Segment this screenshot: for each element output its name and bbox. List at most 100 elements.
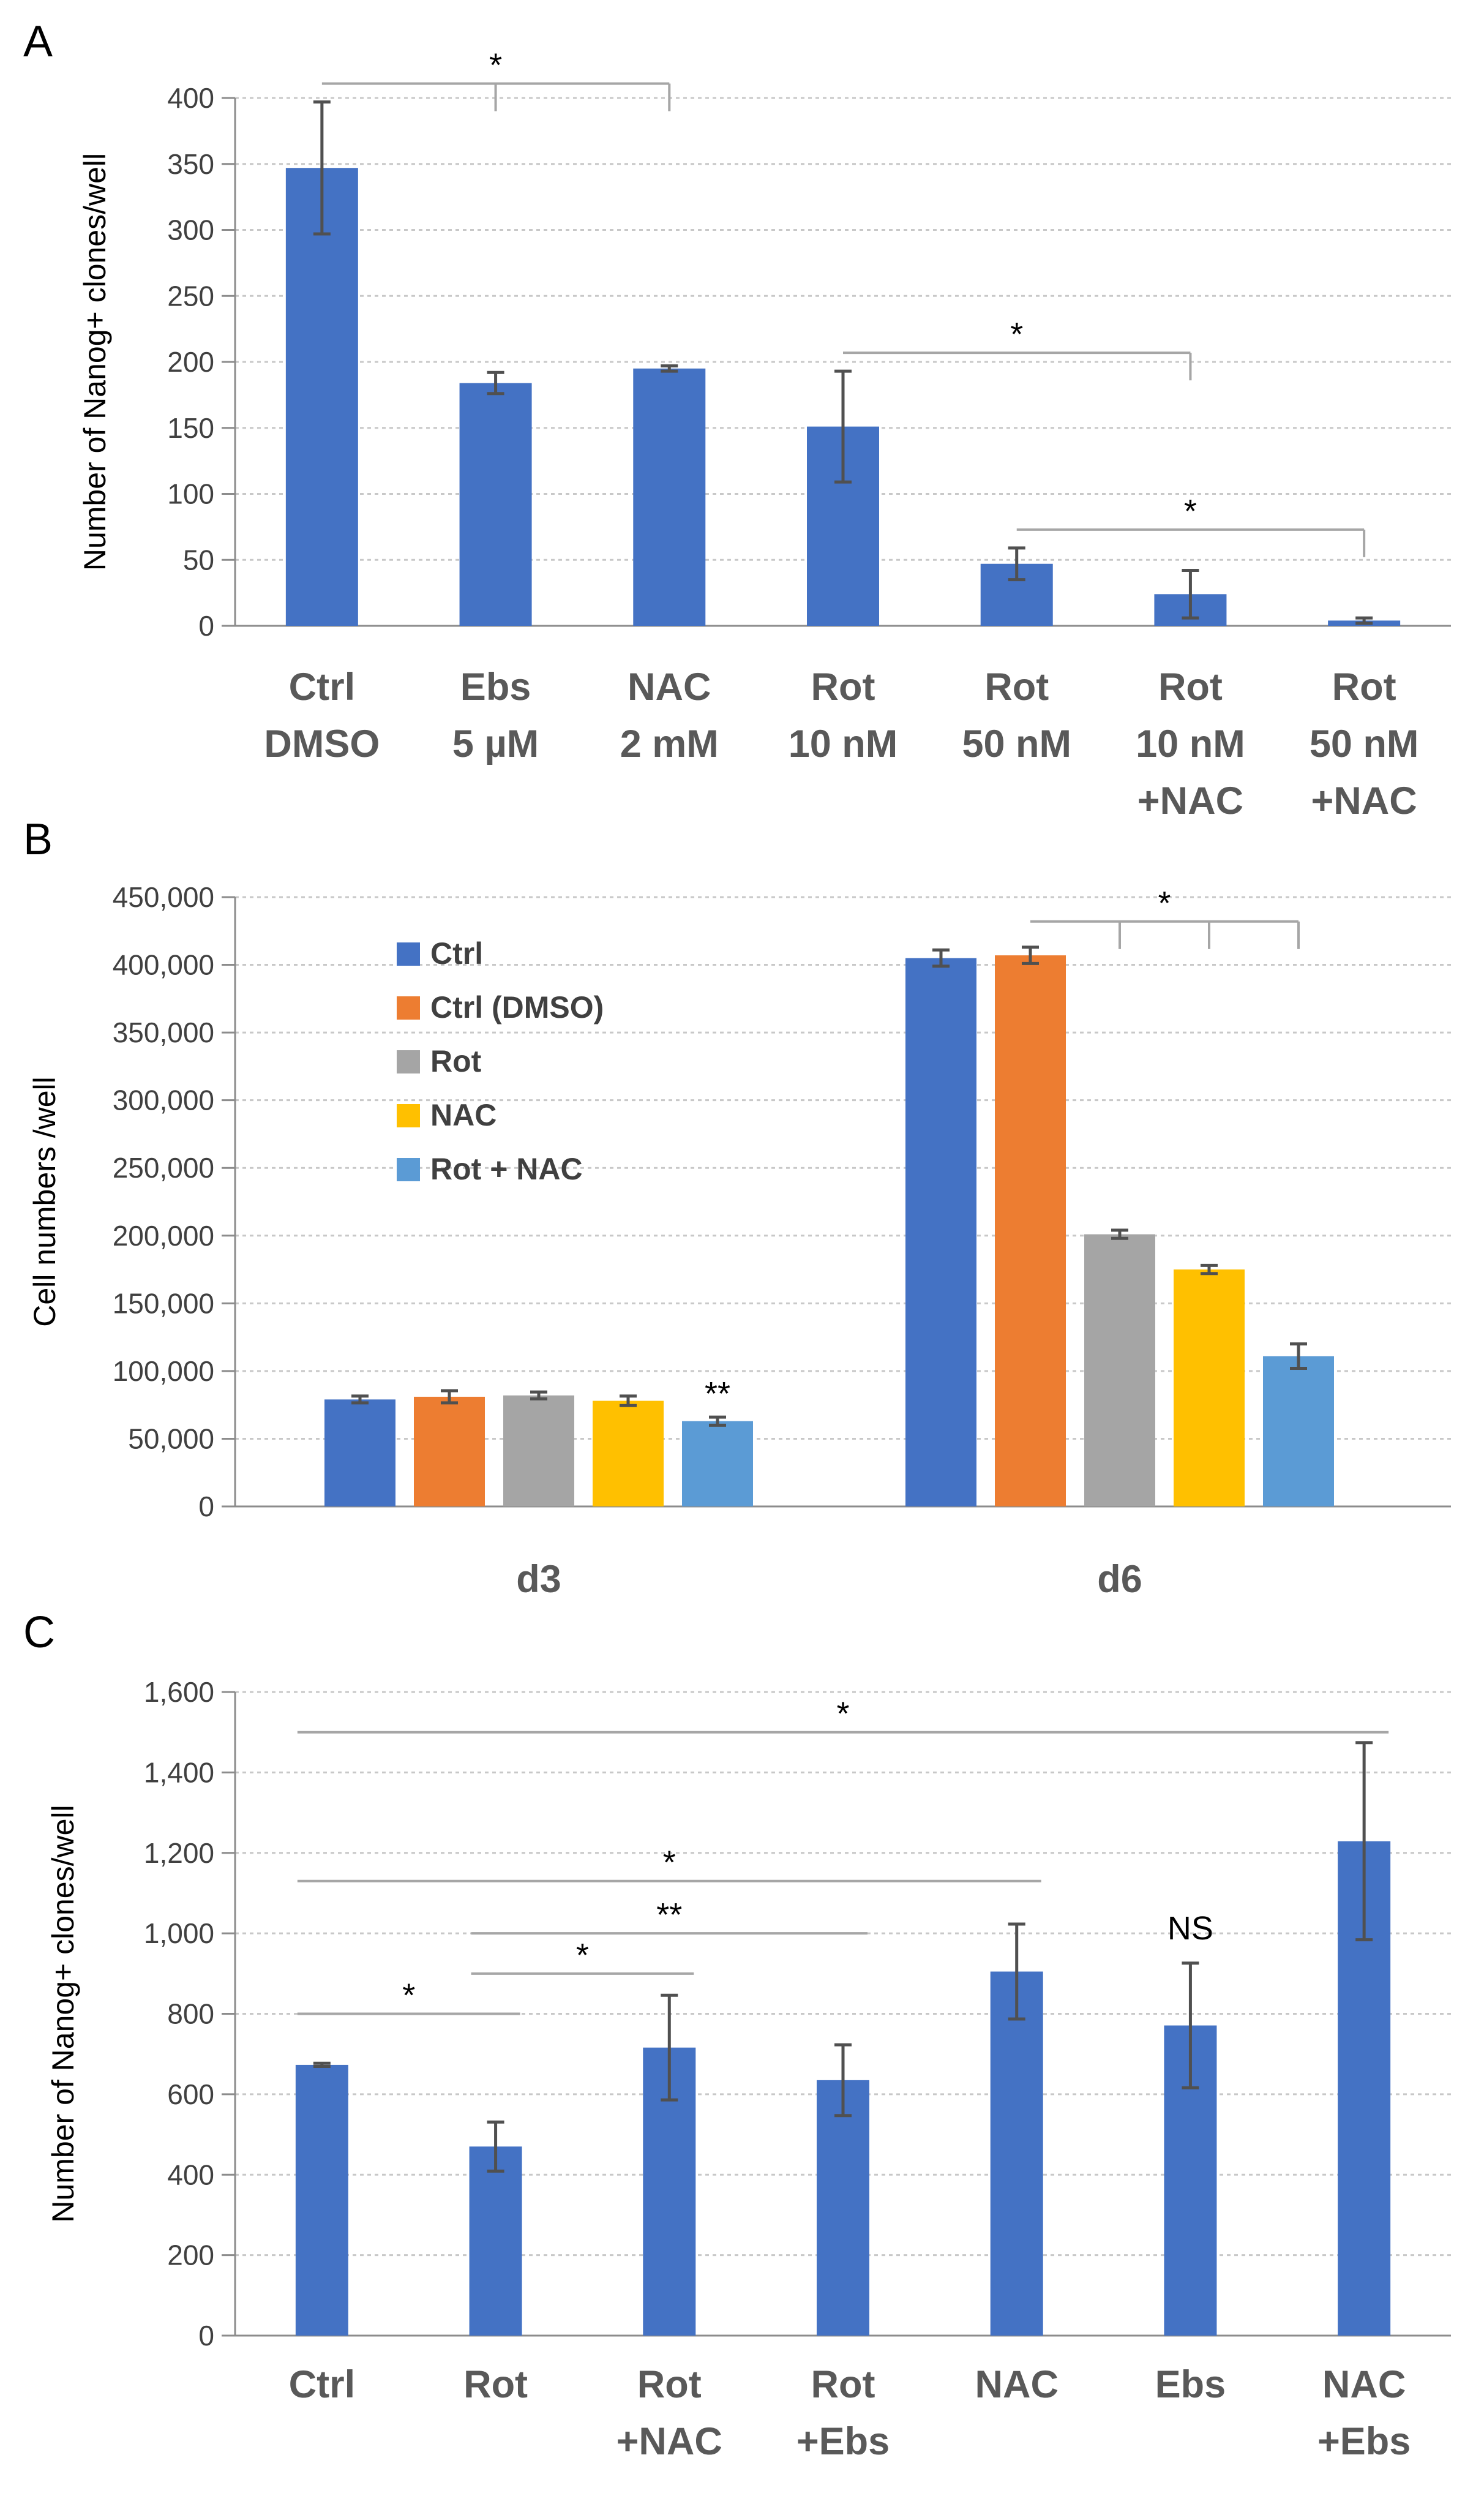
bar: [414, 1396, 485, 1506]
bar: [285, 168, 358, 626]
bar: [1084, 1234, 1155, 1506]
legend-swatch: [397, 1104, 420, 1127]
x-category-label: Ctrl: [289, 2363, 356, 2406]
significance-marker: *: [663, 1844, 676, 1881]
panel-b-chart: B 0 50,000 100,000 150,000 200,000 250,000 300,…: [23, 815, 1451, 1601]
y-tick-label: 150,000: [113, 1287, 214, 1319]
x-category-label: Rot: [1332, 666, 1396, 709]
significance-marker: *: [576, 1937, 589, 1974]
x-category-label: +NAC: [616, 2420, 722, 2463]
x-category-label: Rot: [811, 2363, 875, 2406]
x-category-label: 5 µM: [452, 723, 539, 765]
legend-swatch: [397, 996, 420, 1020]
x-category-label: NAC: [628, 666, 711, 709]
y-tick-label: 0: [198, 610, 214, 642]
panel-a-chart: A 0 50 100 150 200 250 300 350 400 Number of Nanog…: [23, 17, 1451, 822]
y-tick-label: 1,600: [144, 1676, 214, 1708]
x-category-label: Ebs: [1155, 2363, 1226, 2406]
x-category-label: Rot: [811, 666, 875, 709]
x-category-label: d6: [1097, 1558, 1142, 1601]
legend-label: Rot + NAC: [430, 1152, 583, 1186]
x-category-label: DMSO: [264, 723, 380, 765]
panel-c-chart: C 0 200 400 600 800 1,000 1,200 1,400 1,600 Number…: [23, 1608, 1451, 2463]
bar: [633, 368, 706, 626]
significance-marker: **: [705, 1375, 730, 1412]
y-tick-label: 1,200: [144, 1837, 214, 1869]
legend-swatch: [397, 942, 420, 966]
panel-label: C: [23, 1608, 55, 1657]
y-tick-label: 0: [198, 2320, 214, 2352]
significance-marker: **: [656, 1897, 682, 1933]
y-tick-label: 1,000: [144, 1917, 214, 1949]
legend-label: Ctrl: [430, 936, 483, 971]
y-tick-label: 50: [183, 544, 214, 576]
y-tick-label: 1,400: [144, 1756, 214, 1788]
x-category-label: NAC: [975, 2363, 1059, 2406]
y-tick-label: 450,000: [113, 881, 214, 913]
bar: [1174, 1269, 1245, 1506]
panel-label: A: [23, 17, 53, 66]
x-category-label: 10 nM: [1136, 723, 1245, 765]
significance-marker: *: [1184, 493, 1197, 530]
y-tick-label: 400: [167, 2159, 214, 2190]
x-category-label: +NAC: [1311, 780, 1417, 822]
bar: [1263, 1356, 1334, 1506]
x-category-label: 50 nM: [1310, 723, 1419, 765]
panel-label: B: [23, 815, 53, 864]
bar: [593, 1401, 664, 1506]
y-tick-label: 100: [167, 478, 214, 510]
y-tick-label: 600: [167, 2078, 214, 2110]
x-category-label: Rot: [1158, 666, 1223, 709]
x-category-label: +NAC: [1137, 780, 1243, 822]
significance-marker: *: [402, 1977, 415, 2014]
y-tick-label: 250,000: [113, 1152, 214, 1184]
y-tick-label: 200: [167, 2239, 214, 2271]
significance-marker: *: [1010, 316, 1023, 353]
x-category-label: Ebs: [460, 666, 531, 709]
y-tick-label: 250: [167, 280, 214, 312]
x-category-label: 10 nM: [789, 723, 898, 765]
bar: [295, 2064, 348, 2336]
bar: [990, 1971, 1043, 2336]
x-category-label: +Ebs: [796, 2420, 890, 2463]
y-tick-label: 400,000: [113, 949, 214, 981]
bar: [459, 383, 532, 626]
significance-marker: *: [836, 1696, 849, 1732]
x-category-label: Rot: [984, 666, 1049, 709]
x-category-label: Ctrl: [289, 666, 356, 709]
y-tick-label: 200,000: [113, 1220, 214, 1252]
x-category-label: Rot: [637, 2363, 702, 2406]
y-tick-label: 350,000: [113, 1017, 214, 1048]
x-category-label: 50 nM: [962, 723, 1071, 765]
y-axis-title: Cell numbers /well: [28, 1077, 62, 1326]
y-axis-title: Number of Nanog+ clones/well: [46, 1805, 80, 2222]
legend-label: NAC: [430, 1098, 497, 1132]
bar: [503, 1395, 574, 1506]
x-category-label: 2 mM: [620, 723, 719, 765]
y-tick-label: 0: [198, 1491, 214, 1522]
y-tick-label: 400: [167, 82, 214, 114]
bar: [995, 955, 1066, 1506]
y-tick-label: 100,000: [113, 1355, 214, 1387]
bar: [324, 1399, 395, 1506]
y-axis-title: Number of Nanog+ clones/well: [78, 153, 112, 571]
y-tick-label: 150: [167, 412, 214, 444]
bar: [469, 2146, 522, 2336]
bar: [817, 2080, 869, 2336]
legend-swatch: [397, 1158, 420, 1181]
x-category-label: d3: [516, 1558, 561, 1601]
y-tick-label: 800: [167, 1998, 214, 2030]
significance-marker: *: [489, 47, 502, 83]
legend-label: Rot: [430, 1044, 482, 1078]
legend-label: Ctrl (DMSO): [430, 990, 604, 1025]
bar: [682, 1421, 753, 1506]
significance-marker: *: [1158, 885, 1171, 922]
significance-marker: NS: [1167, 1910, 1213, 1947]
y-tick-label: 350: [167, 148, 214, 180]
y-tick-label: 200: [167, 346, 214, 378]
y-tick-label: 300: [167, 214, 214, 246]
y-tick-label: 50,000: [128, 1423, 214, 1454]
y-tick-label: 300,000: [113, 1085, 214, 1116]
bar: [905, 958, 976, 1506]
